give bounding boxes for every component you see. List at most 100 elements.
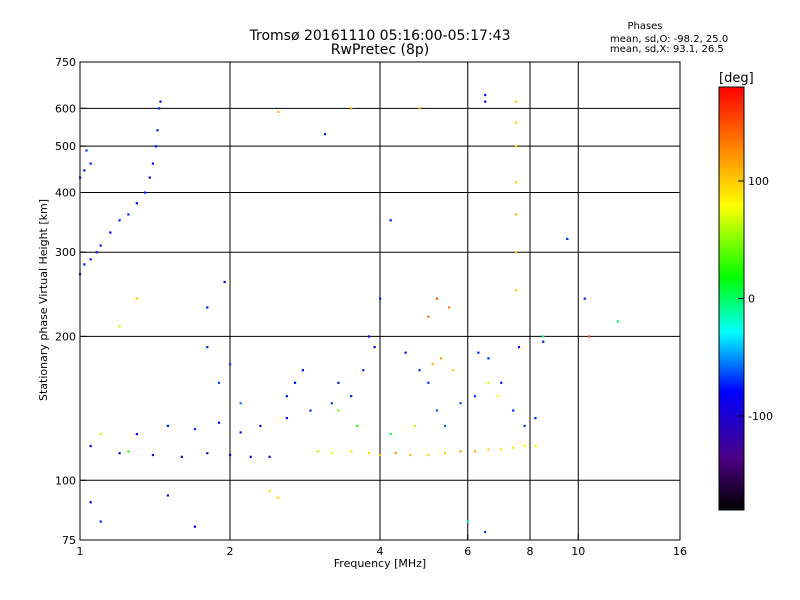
colorbar-tick-label: 0 (748, 293, 755, 306)
data-point (427, 315, 430, 318)
data-point (151, 453, 155, 457)
data-point (337, 409, 340, 412)
data-point (500, 381, 503, 384)
data-point (193, 428, 197, 431)
x-tick-label: 4 (377, 545, 384, 558)
data-point (373, 346, 376, 349)
data-point (143, 191, 147, 194)
data-point (89, 444, 92, 448)
x-tick-label: 6 (464, 545, 471, 558)
x-tick-label: 10 (571, 545, 585, 558)
chart-subtitle: RwPretec (8p) (331, 42, 429, 58)
data-point (515, 100, 518, 103)
data-point (95, 251, 98, 254)
data-point (99, 244, 102, 247)
data-point (330, 402, 333, 405)
data-point (118, 452, 121, 455)
data-point (83, 263, 86, 266)
axis-ticks: 1 2 4 6 8 10 16 75 100 200 300 400 500 600 750 (55, 56, 687, 558)
x-axis-label: Frequency [MHz] (334, 557, 426, 570)
data-point (259, 424, 262, 428)
y-axis-label: Stationary phase Virtual Height [km] (37, 199, 50, 401)
data-point (166, 424, 169, 428)
phase-info-o: mean, sd,O: -98.2, 25.0 (610, 34, 728, 45)
data-point (193, 525, 197, 528)
data-point (418, 107, 421, 110)
data-point (616, 320, 619, 323)
data-point (523, 424, 526, 428)
data-point (484, 93, 487, 97)
data-point (523, 444, 526, 448)
data-point (487, 448, 490, 451)
data-point (109, 231, 112, 234)
data-point (427, 453, 430, 457)
colorbar-tick-label: -100 (748, 410, 773, 423)
data-point (89, 501, 92, 504)
data-point (118, 325, 121, 328)
data-point (277, 496, 280, 499)
data-point (389, 219, 392, 222)
data-point (515, 181, 518, 184)
data-point (379, 297, 382, 300)
data-point (394, 452, 397, 455)
data-point (409, 453, 412, 457)
data-point (435, 409, 438, 412)
data-point (484, 100, 487, 103)
data-point (431, 363, 434, 366)
data-point (517, 346, 521, 349)
data-point (542, 335, 545, 338)
data-point (239, 431, 242, 434)
y-tick-label: 750 (55, 56, 76, 69)
data-point (356, 424, 359, 428)
data-point (89, 162, 92, 165)
data-point (277, 110, 280, 114)
data-point (135, 202, 138, 205)
y-tick-label: 500 (55, 140, 76, 153)
data-point (404, 351, 407, 354)
data-point (154, 145, 158, 148)
data-point (127, 450, 130, 453)
y-tick-label: 400 (55, 186, 76, 199)
data-point (473, 395, 477, 398)
data-point (515, 289, 518, 292)
data-point (217, 421, 221, 424)
x-tick-label: 16 (673, 545, 687, 558)
data-point (515, 251, 518, 254)
data-point (542, 340, 545, 343)
data-point (473, 450, 477, 453)
data-point (389, 432, 392, 436)
data-point (515, 145, 518, 148)
data-point (367, 452, 371, 455)
data-point (367, 335, 371, 338)
data-point (99, 432, 102, 436)
data-point (583, 297, 586, 300)
x-tick-label: 8 (527, 545, 534, 558)
data-point (443, 452, 447, 455)
data-point (459, 450, 462, 453)
y-tick-label: 600 (55, 102, 76, 115)
data-point (89, 258, 92, 261)
data-point (451, 369, 455, 372)
data-point (135, 432, 138, 436)
data-point (337, 381, 340, 384)
y-tick-label: 300 (55, 246, 76, 259)
data-point (466, 520, 469, 523)
colorbar-ticks: 100 0 -100 (738, 175, 773, 423)
y-tick-label: 75 (62, 534, 76, 547)
data-point (217, 381, 221, 384)
data-point (83, 169, 86, 172)
data-point (515, 121, 518, 124)
data-point (487, 357, 490, 360)
data-point (512, 409, 515, 412)
data-point (439, 357, 443, 360)
data-point (500, 448, 503, 451)
data-point (496, 395, 500, 398)
data-point (293, 381, 297, 384)
data-point (413, 424, 417, 428)
colorbar-label: [deg] (719, 71, 754, 86)
data-point (350, 107, 353, 110)
data-point (309, 409, 312, 412)
data-point (118, 219, 121, 222)
data-point (206, 452, 209, 455)
data-point (459, 402, 462, 405)
